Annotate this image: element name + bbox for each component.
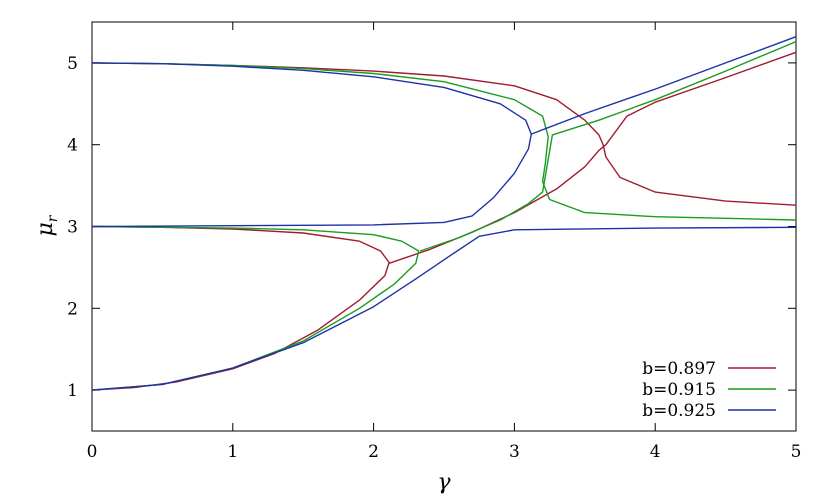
- y-axis-title-main: μ: [33, 222, 58, 236]
- y-axis-title: μr: [33, 214, 61, 236]
- legend-label: b=0.915: [642, 380, 716, 400]
- series-lines: [91, 36, 797, 391]
- series-line: [419, 40, 797, 252]
- y-tick-label: 1: [67, 381, 78, 401]
- legend-label: b=0.925: [642, 401, 716, 421]
- series-line: [91, 226, 797, 391]
- y-tick-label: 5: [67, 54, 78, 74]
- series-line: [91, 225, 390, 391]
- x-tick-label: 0: [87, 442, 98, 462]
- x-tick-label: 2: [368, 442, 379, 462]
- y-axis-title-sub: r: [45, 214, 61, 222]
- y-tick-label: 3: [67, 218, 78, 238]
- series-line: [91, 62, 797, 221]
- x-axis-title: γ: [437, 470, 451, 495]
- x-tick-label: 3: [509, 442, 520, 462]
- series-line: [531, 36, 797, 135]
- legend-label: b=0.897: [642, 359, 716, 379]
- x-tick-label: 1: [227, 442, 238, 462]
- series-line: [91, 62, 797, 206]
- y-tick-label: 2: [67, 299, 78, 319]
- x-tick-label: 5: [791, 442, 802, 462]
- x-tick-label: 4: [650, 442, 661, 462]
- y-tick-label: 4: [67, 136, 78, 156]
- ticks: 0 1 2 3 4 5 1 2 3 4 5: [67, 22, 801, 462]
